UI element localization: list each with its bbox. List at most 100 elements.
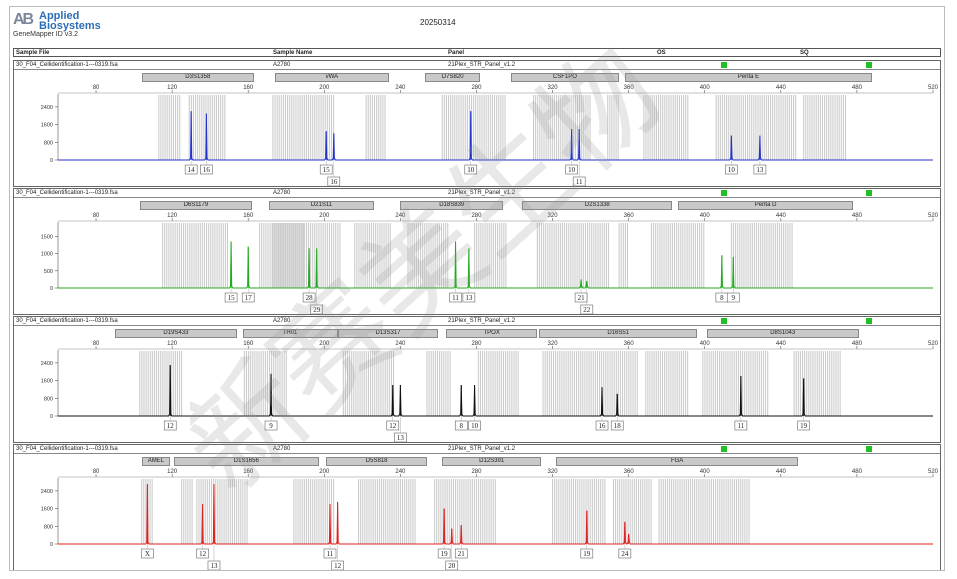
marker-bar[interactable]: TH01 xyxy=(242,329,338,338)
allele-call-label[interactable]: 21 xyxy=(574,288,588,303)
marker-bar[interactable]: D13S317 xyxy=(337,329,439,338)
allele-call-label[interactable]: 13 xyxy=(753,160,767,175)
allele-call-label[interactable]: 9 xyxy=(264,416,278,431)
x-tick-label: 280 xyxy=(471,85,482,91)
marker-bar[interactable]: Penta E xyxy=(624,73,873,82)
column-header-row: Sample File Sample Name Panel OS SQ xyxy=(13,48,941,57)
col-os: OS xyxy=(657,50,666,56)
allele-call-label[interactable]: 24 xyxy=(618,544,632,559)
x-tick-label: 280 xyxy=(471,469,482,475)
marker-bar[interactable]: D6S1179 xyxy=(139,201,252,210)
allele-call-label[interactable]: X xyxy=(141,544,154,559)
x-tick-label: 200 xyxy=(319,341,330,347)
allele-label-text: 15 xyxy=(323,166,331,174)
allele-call-label[interactable]: 28 xyxy=(302,288,316,303)
marker-bar[interactable]: FGA xyxy=(556,457,798,466)
y-tick-label: 800 xyxy=(44,140,53,146)
allele-call-label[interactable]: 10 xyxy=(565,160,578,175)
x-tick-label: 520 xyxy=(928,469,939,475)
allele-call-label[interactable]: 15 xyxy=(319,160,333,175)
allele-call-label[interactable]: 11 xyxy=(323,544,337,559)
sample-file-name: 30_F04_Cellidentification-1---0319.fsa xyxy=(16,190,118,196)
allele-call-label[interactable]: 21 xyxy=(454,544,468,559)
marker-bar[interactable]: Penta D xyxy=(678,201,854,210)
electropherogram-plot: 80 120 160 200 240 280 320 360 400 440 480 52015001… xyxy=(41,213,939,314)
trace-red xyxy=(58,484,933,545)
x-tick-label: 440 xyxy=(776,469,787,475)
allele-call-label[interactable]: 14 xyxy=(184,160,198,175)
allele-call-label[interactable]: 8 xyxy=(454,416,468,431)
allele-call-label[interactable]: 9 xyxy=(726,288,740,303)
allele-call-label[interactable]: 12 xyxy=(386,416,400,431)
sq-quality-flag xyxy=(866,62,872,68)
sample-name: A2780 xyxy=(273,318,291,324)
panel-green: 30_F04_Cellidentification-1---0319.fsa A2… xyxy=(13,188,941,315)
allele-call-label[interactable]: 13 xyxy=(462,288,476,303)
marker-bar[interactable]: D19S433 xyxy=(115,329,237,338)
marker-bar[interactable]: D7S820 xyxy=(425,73,481,82)
allele-call-label[interactable]: 16 xyxy=(200,160,213,175)
x-tick-label: 120 xyxy=(167,85,178,91)
allele-call-label[interactable]: 19 xyxy=(437,544,451,559)
allele-call-label[interactable]: 18 xyxy=(610,416,624,431)
marker-bar[interactable]: vWA xyxy=(274,73,389,82)
allele-call-label[interactable]: 8 xyxy=(715,288,729,303)
allele-call-label[interactable]: 29 xyxy=(310,288,323,314)
marker-bar[interactable]: D16S51 xyxy=(539,329,698,338)
sample-name: A2780 xyxy=(273,190,291,196)
allele-label-text: 10 xyxy=(568,166,576,174)
os-quality-flag xyxy=(721,318,727,324)
allele-call-label[interactable]: 10 xyxy=(468,416,481,431)
x-tick-label: 440 xyxy=(776,85,787,91)
x-tick-label: 520 xyxy=(928,85,939,91)
allele-call-label[interactable]: 12 xyxy=(163,416,177,431)
marker-bar[interactable]: D12S391 xyxy=(442,457,542,466)
x-tick-label: 160 xyxy=(243,213,254,219)
allele-label-text: 29 xyxy=(313,306,321,314)
marker-bar[interactable]: TPOX xyxy=(446,329,538,338)
allele-call-label[interactable]: 17 xyxy=(241,288,255,303)
allele-call-label[interactable]: 20 xyxy=(445,544,459,570)
marker-bar[interactable]: D18S839 xyxy=(400,201,504,210)
allele-call-label[interactable]: 16 xyxy=(327,160,341,186)
allele-label-text: 8 xyxy=(460,422,464,430)
allele-call-label[interactable]: 16 xyxy=(595,416,609,431)
marker-bar[interactable]: D2S1338 xyxy=(522,201,673,210)
marker-bar[interactable]: D8S1043 xyxy=(706,329,859,338)
x-tick-label: 200 xyxy=(319,85,330,91)
os-quality-flag xyxy=(721,190,727,196)
x-tick-label: 160 xyxy=(243,85,254,91)
sample-file-name: 30_F04_Cellidentification-1---0319.fsa xyxy=(16,62,118,68)
allele-call-label[interactable]: 11 xyxy=(572,160,586,186)
marker-bar[interactable]: D1S1656 xyxy=(174,457,319,466)
allele-call-label[interactable]: 15 xyxy=(224,288,238,303)
y-tick-label: 1600 xyxy=(41,379,53,385)
y-tick-label: 1000 xyxy=(41,252,53,258)
marker-bar[interactable]: AMEL xyxy=(141,457,171,466)
allele-label-text: 16 xyxy=(599,422,607,430)
allele-call-label[interactable]: 13 xyxy=(394,416,407,442)
x-tick-label: 360 xyxy=(624,85,635,91)
panel-name: 21Plex_STR_Panel_v1.2 xyxy=(448,446,516,452)
marker-bar[interactable]: D21S11 xyxy=(269,201,374,210)
report-page: AB Applied Biosystems GeneMapper ID v3.2… xyxy=(9,6,945,571)
allele-label-text: 21 xyxy=(578,294,586,302)
x-tick-label: 520 xyxy=(928,341,939,347)
panel-name: 21Plex_STR_Panel_v1.2 xyxy=(448,318,516,324)
allele-call-label[interactable]: 11 xyxy=(734,416,748,431)
allele-label-text: 21 xyxy=(458,550,466,558)
allele-call-label[interactable]: 19 xyxy=(580,544,594,559)
allele-label-text: 17 xyxy=(245,294,253,302)
allele-call-label[interactable]: 10 xyxy=(725,160,738,175)
marker-bar[interactable]: CSF1PO xyxy=(510,73,620,82)
allele-call-label[interactable]: 19 xyxy=(797,416,810,431)
allele-call-label[interactable]: 12 xyxy=(331,544,344,570)
allele-call-label[interactable]: 10 xyxy=(464,160,478,175)
allele-label-text: 11 xyxy=(327,550,334,558)
allele-call-label[interactable]: 22 xyxy=(580,288,594,314)
allele-call-label[interactable]: 13 xyxy=(207,544,221,570)
marker-bar[interactable]: D3S1358 xyxy=(141,73,254,82)
marker-bar[interactable]: D5S818 xyxy=(326,457,428,466)
allele-call-label[interactable]: 12 xyxy=(196,544,209,559)
allele-call-label[interactable]: 11 xyxy=(449,288,462,303)
